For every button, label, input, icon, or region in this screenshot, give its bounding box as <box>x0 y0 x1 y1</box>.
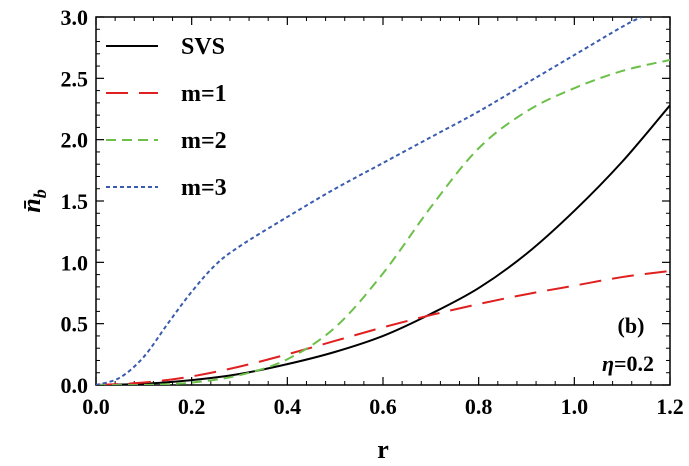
legend-label: SVS <box>181 34 225 60</box>
y-tick-label: 0.5 <box>61 312 89 337</box>
x-tick-label: 1.2 <box>656 394 684 419</box>
y-tick-label: 1.5 <box>61 189 89 214</box>
legend-label: m=2 <box>181 128 227 154</box>
y-tick-label: 2.0 <box>61 128 89 153</box>
x-tick-label: 0.6 <box>369 394 397 419</box>
parameter-value: =0.2 <box>614 351 654 376</box>
y-axis-title-subscript: b <box>30 189 50 198</box>
series-line-m-3 <box>96 17 642 385</box>
y-tick-label: 2.5 <box>61 66 89 91</box>
x-axis-title: r <box>377 435 389 464</box>
parameter-annotation: η=0.2 <box>602 351 654 376</box>
y-tick-label: 1.0 <box>61 250 89 275</box>
y-axis-title-main: n̄ <box>17 198 46 212</box>
series-line-m-2 <box>96 58 670 385</box>
x-tick-label: 0.4 <box>274 394 302 419</box>
x-tick-label: 0.8 <box>465 394 493 419</box>
legend-label: m=3 <box>181 175 227 201</box>
axis-ticks: 0.0 0.2 0.4 0.6 0.8 1.0 1.2 0.0 0.5 1.0 1.5 2.0 2.5 3… <box>61 5 684 419</box>
legend-label: m=1 <box>181 81 227 107</box>
x-tick-label: 0.2 <box>178 394 206 419</box>
x-tick-label: 0.0 <box>82 394 110 419</box>
y-axis-title: n̄b <box>17 189 50 212</box>
panel-label: (b) <box>618 313 645 338</box>
series-line-svs <box>96 104 670 385</box>
series-line-m-1 <box>96 269 670 385</box>
x-tick-label: 1.0 <box>561 394 589 419</box>
series-layer <box>96 17 670 385</box>
y-tick-label: 3.0 <box>61 5 89 30</box>
y-tick-label: 0.0 <box>61 373 89 398</box>
parameter-symbol: η <box>602 351 614 376</box>
legend: SVS m=1 m=2 m=3 <box>106 34 227 201</box>
